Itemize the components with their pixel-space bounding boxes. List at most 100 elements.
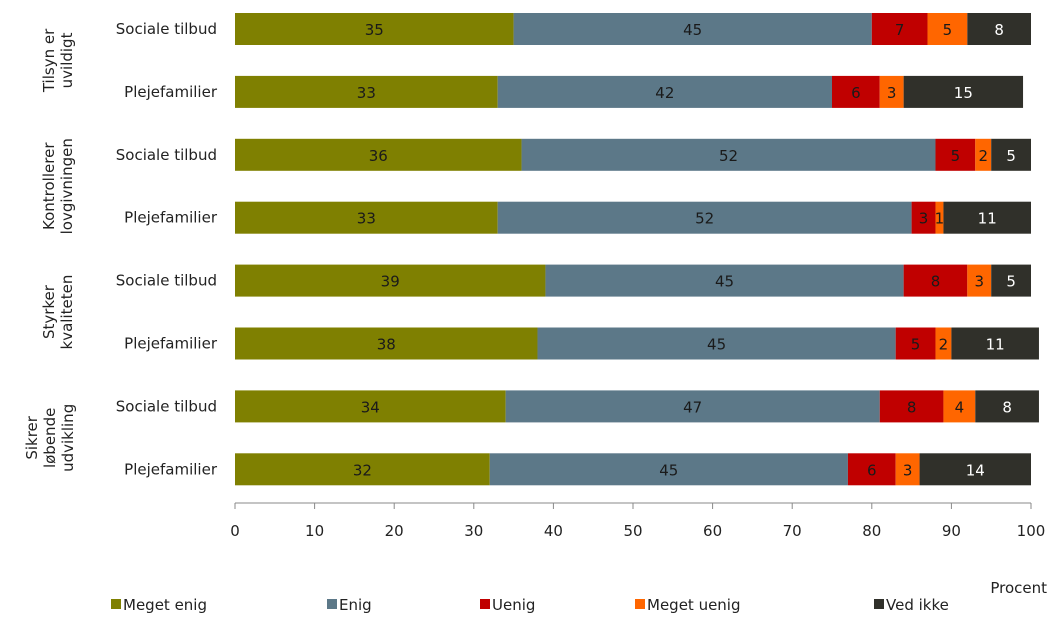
bar-value-label: 45 [707, 336, 726, 354]
bar-value-label: 32 [353, 461, 372, 479]
group-label: Sikrer [23, 415, 41, 459]
bar-value-label: 42 [655, 84, 674, 102]
legend-label: Ved ikke [886, 596, 949, 614]
bar-value-label: 39 [381, 273, 400, 291]
bar-segment [497, 75, 832, 108]
row-label: Plejefamilier [124, 335, 218, 353]
bar-segment [903, 264, 968, 297]
x-tick-label: 90 [942, 522, 961, 540]
bar-value-label: 5 [943, 21, 953, 39]
legend-label: Meget uenig [647, 596, 741, 614]
bar-value-label: 38 [377, 336, 396, 354]
bar-segment [991, 138, 1031, 171]
group-label: Kontrollerer [40, 142, 58, 230]
bar-value-label: 6 [867, 461, 877, 479]
legend-label: Meget enig [123, 596, 207, 614]
bar-value-label: 52 [695, 210, 714, 228]
bar-value-label: 45 [715, 273, 734, 291]
row-label: Plejefamilier [124, 460, 218, 478]
bar-value-label: 5 [1006, 147, 1016, 165]
bar-value-label: 33 [357, 84, 376, 102]
bar-value-label: 36 [369, 147, 388, 165]
bar-value-label: 45 [659, 461, 678, 479]
row-label: Sociale tilbud [116, 397, 217, 415]
group-label: kvaliteten [58, 275, 76, 350]
bar-segment [489, 453, 848, 486]
bar-value-label: 8 [1002, 398, 1012, 416]
bar-segment [991, 264, 1031, 297]
row-label: Plejefamilier [124, 83, 218, 101]
bar-value-label: 2 [939, 336, 949, 354]
legend-swatch [635, 599, 645, 609]
bar-segment [545, 264, 904, 297]
bar-value-label: 11 [978, 210, 997, 228]
bar-segment [895, 327, 936, 360]
bar-segment [871, 13, 928, 45]
bar-value-label: 52 [719, 147, 738, 165]
bar-segment [895, 453, 920, 486]
bar-value-label: 3 [919, 210, 929, 228]
row-labels: Sociale tilbud Plejefamilier Sociale tilbu… [116, 20, 218, 478]
bar-value-label: 6 [851, 84, 861, 102]
bar-value-label: 8 [907, 398, 917, 416]
group-label: Tilsyn er [40, 28, 58, 93]
x-tick-label: 60 [703, 522, 722, 540]
group-label: løbende [41, 408, 59, 468]
legend: Meget enig Enig Uenig Meget uenig Ved ikke [111, 596, 949, 614]
bar-value-label: 3 [903, 461, 913, 479]
x-tick-label: 80 [862, 522, 881, 540]
bar-segment [879, 75, 904, 108]
bar-value-label: 7 [895, 21, 905, 39]
bar-segment [235, 13, 514, 45]
bar-segment [879, 390, 944, 423]
bar-segment [832, 75, 880, 108]
bar-segment [847, 453, 896, 486]
legend-label: Uenig [492, 596, 535, 614]
bar-segment [903, 75, 1024, 108]
bar-value-label: 3 [974, 273, 984, 291]
bar-segment [935, 327, 952, 360]
bar-value-label: 1 [935, 210, 945, 228]
group-label: udvikling [59, 404, 77, 472]
x-tick-label: 10 [305, 522, 324, 540]
bar-segment [521, 138, 936, 171]
bar-segment [943, 390, 976, 423]
bar-segment [235, 264, 546, 297]
x-tick-label: 70 [783, 522, 802, 540]
bar-segment [513, 13, 872, 45]
bar-value-label: 5 [911, 336, 921, 354]
x-axis-label: Procent [990, 579, 1047, 597]
bar-value-label: 34 [361, 398, 380, 416]
bar-value-label: 5 [1006, 273, 1016, 291]
legend-label: Enig [339, 596, 372, 614]
x-tick-label: 40 [544, 522, 563, 540]
bar-value-label: 2 [978, 147, 988, 165]
row-label: Plejefamilier [124, 209, 218, 227]
bar-segment [927, 13, 968, 45]
legend-swatch [111, 599, 121, 609]
row-label: Sociale tilbud [116, 20, 217, 38]
bar-segment [975, 390, 1039, 423]
bar-segment [951, 327, 1039, 360]
bar-value-label: 45 [683, 21, 702, 39]
group-labels: Tilsyn er uvildigt Kontrollerer lovgivninge… [23, 28, 77, 472]
bar-segment [967, 264, 992, 297]
bar-segment [935, 201, 944, 234]
bar-segment [943, 201, 1031, 234]
x-tick-label: 20 [385, 522, 404, 540]
bar-value-label: 3 [887, 84, 897, 102]
bar-value-label: 8 [931, 273, 941, 291]
bar-segment [975, 138, 992, 171]
row-label: Sociale tilbud [116, 146, 217, 164]
x-tick-label: 30 [464, 522, 483, 540]
bar-value-label: 47 [683, 398, 702, 416]
bar-segment [911, 201, 936, 234]
bar-segment [235, 390, 506, 423]
bar-value-label: 33 [357, 210, 376, 228]
bar-value-label: 11 [986, 336, 1005, 354]
bar-segment [235, 201, 498, 234]
bar-value-label: 14 [966, 461, 985, 479]
group-label: uvildigt [58, 32, 76, 88]
